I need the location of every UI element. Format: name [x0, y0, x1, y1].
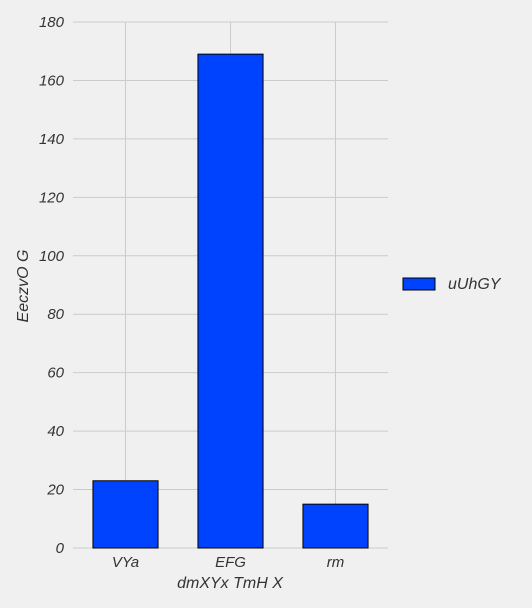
x-tick-labels: VYa EFG rm — [112, 554, 344, 571]
bar-VYa — [92, 480, 159, 549]
y-tick-label: 160 — [39, 72, 65, 89]
y-tick-label: 20 — [46, 482, 64, 499]
legend-swatch — [402, 277, 436, 291]
x-tick-label: rm — [327, 554, 345, 571]
y-axis-label: EeczvO G — [15, 250, 32, 323]
y-tick-label: 100 — [39, 248, 65, 265]
legend: uUhGY — [402, 276, 502, 293]
y-tick-label: 120 — [39, 189, 65, 206]
legend-label: uUhGY — [448, 276, 502, 293]
y-tick-labels: 0 20 40 60 80 100 120 140 160 180 — [39, 14, 65, 557]
x-axis-label: dmXYx TmH X — [177, 575, 284, 592]
y-tick-label: 0 — [56, 540, 65, 557]
x-tick-label: VYa — [112, 554, 139, 571]
y-tick-label: 60 — [47, 365, 64, 382]
y-tick-label: 80 — [47, 306, 64, 323]
y-tick-label: 180 — [39, 14, 65, 31]
y-tick-label: 140 — [39, 131, 65, 148]
bar-EFG — [197, 53, 264, 549]
x-tick-label: EFG — [215, 554, 246, 571]
y-tick-label: 40 — [47, 423, 64, 440]
bar-rm — [302, 503, 369, 549]
bars — [92, 53, 369, 549]
